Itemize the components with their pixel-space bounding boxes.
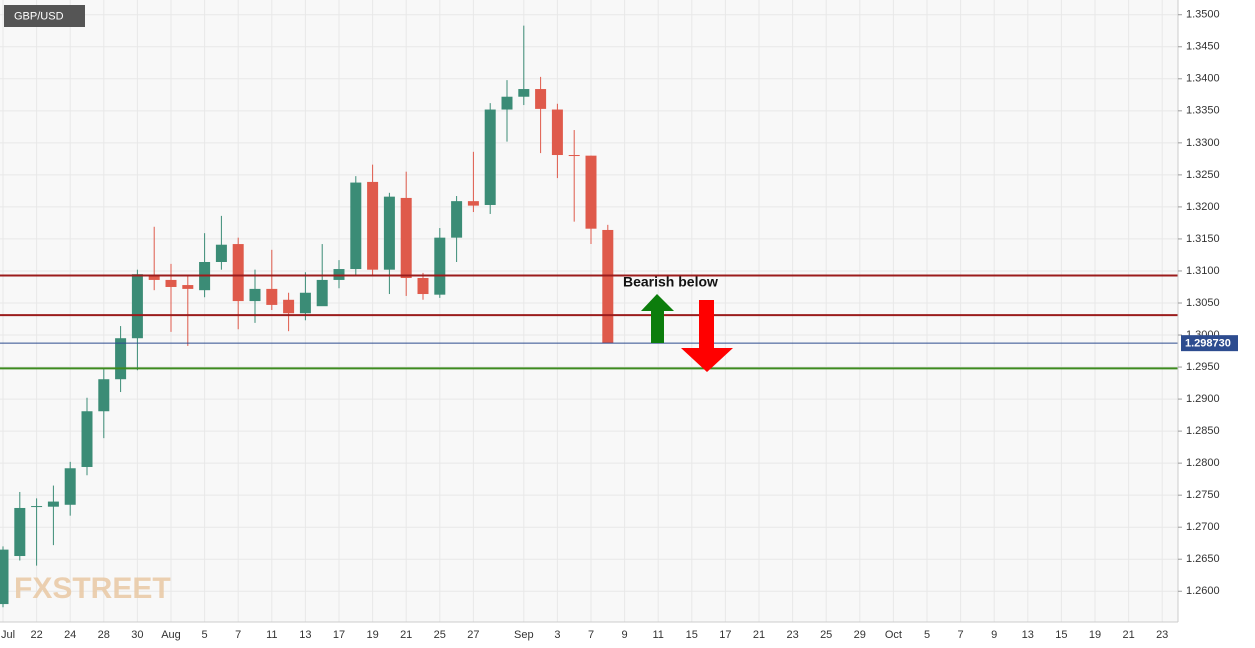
up-arrow: [641, 294, 674, 343]
candle-body: [367, 181, 379, 270]
candle-body: [467, 201, 479, 206]
x-tick-label: 9: [991, 629, 997, 641]
x-tick-label: Oct: [885, 629, 902, 641]
annotation: Bearish below: [623, 274, 718, 290]
y-tick-label: 1.3050: [1186, 297, 1220, 309]
x-tick-label: 28: [98, 629, 110, 641]
candle-body: [551, 109, 563, 156]
x-tick-label: 21: [1122, 629, 1134, 641]
x-tick-label: Sep: [514, 629, 534, 641]
x-tick-label: 21: [753, 629, 765, 641]
x-tick-label: 24: [64, 629, 76, 641]
candle-body: [215, 244, 227, 262]
x-tick-label: 17: [719, 629, 731, 641]
x-tick-label: 17: [333, 629, 345, 641]
candle-body: [350, 182, 362, 270]
x-tick-label: 7: [588, 629, 594, 641]
x-tick-label: 7: [235, 629, 241, 641]
y-tick-label: 1.2900: [1186, 393, 1220, 405]
candle-body: [182, 285, 194, 289]
x-tick-label: 23: [1156, 629, 1168, 641]
x-tick-label: 9: [622, 629, 628, 641]
x-tick-label: Aug: [161, 629, 181, 641]
watermark: FXSTREET: [14, 572, 171, 605]
candle-body: [535, 89, 547, 109]
candle-body: [148, 274, 160, 280]
candle-body: [249, 288, 261, 302]
x-tick-label: 25: [820, 629, 832, 641]
y-tick-label: 1.2700: [1186, 521, 1220, 533]
x-tick-label: 21: [400, 629, 412, 641]
y-tick-label: 1.3500: [1186, 9, 1220, 21]
x-tick-label: 19: [366, 629, 378, 641]
x-tick-label: 15: [686, 629, 698, 641]
x-tick-label: Jul: [1, 629, 15, 641]
x-tick-label: 30: [131, 629, 143, 641]
candle-body: [518, 89, 530, 97]
x-tick-label: 7: [958, 629, 964, 641]
candle-body: [283, 299, 295, 314]
y-tick-label: 1.3300: [1186, 137, 1220, 149]
candle-body: [0, 549, 9, 605]
y-tick-label: 1.2600: [1186, 585, 1220, 597]
y-tick-label: 1.3150: [1186, 233, 1220, 245]
last-price-box: [1181, 335, 1238, 352]
candle-body: [165, 279, 177, 287]
y-tick-label: 1.3250: [1186, 169, 1220, 181]
last-price-label: 1.298730: [1185, 338, 1231, 350]
x-tick-label: 22: [30, 629, 42, 641]
candle-body: [31, 506, 43, 508]
title-box: [4, 5, 85, 27]
candle-body: [451, 201, 463, 238]
candle-body: [98, 379, 110, 412]
candle-body: [434, 237, 446, 295]
candle-body: [115, 338, 127, 380]
candle-body: [81, 411, 93, 467]
x-tick-label: 5: [202, 629, 208, 641]
x-tick-label: 3: [554, 629, 560, 641]
y-tick-label: 1.3350: [1186, 105, 1220, 117]
candle-body: [484, 109, 496, 205]
x-tick-label: 5: [924, 629, 930, 641]
x-tick-label: 13: [299, 629, 311, 641]
candle-body: [585, 155, 597, 229]
y-tick-label: 1.2750: [1186, 489, 1220, 501]
y-tick-label: 1.2800: [1186, 457, 1220, 469]
y-tick-label: 1.3200: [1186, 201, 1220, 213]
candle-body: [417, 278, 429, 295]
marks: [0, 25, 1178, 608]
candle-body: [299, 292, 311, 314]
candle-body: [14, 507, 26, 557]
chart-title: GBP/USD: [14, 10, 64, 22]
y-tick-label: 1.3400: [1186, 73, 1220, 85]
y-tick-label: 1.3100: [1186, 265, 1220, 277]
candle-body: [232, 244, 244, 302]
candle-body: [501, 96, 513, 110]
down-arrow: [681, 300, 733, 372]
y-tick-label: 1.2950: [1186, 361, 1220, 373]
candle-body: [266, 288, 278, 305]
candle-body: [568, 155, 580, 157]
y-tick-label: 1.2650: [1186, 553, 1220, 565]
x-tick-label: 27: [467, 629, 479, 641]
y-tick-label: 1.3450: [1186, 41, 1220, 53]
x-tick-label: 11: [266, 629, 277, 641]
candle-body: [602, 229, 614, 344]
x-tick-label: 23: [786, 629, 798, 641]
x-tick-label: 25: [434, 629, 446, 641]
x-tick-label: 19: [1089, 629, 1101, 641]
candle-body: [131, 274, 143, 339]
plot-area: [0, 0, 1178, 622]
candle-body: [400, 197, 412, 279]
candle-body: [47, 501, 59, 507]
x-tick-label: 13: [1022, 629, 1034, 641]
x-tick-label: 29: [854, 629, 866, 641]
x-tick-label: 15: [1055, 629, 1067, 641]
candle-body: [383, 196, 395, 270]
y-tick-label: 1.2850: [1186, 425, 1220, 437]
x-tick-label: 11: [652, 629, 663, 641]
candle-body: [64, 468, 76, 505]
candle-body: [316, 279, 328, 307]
